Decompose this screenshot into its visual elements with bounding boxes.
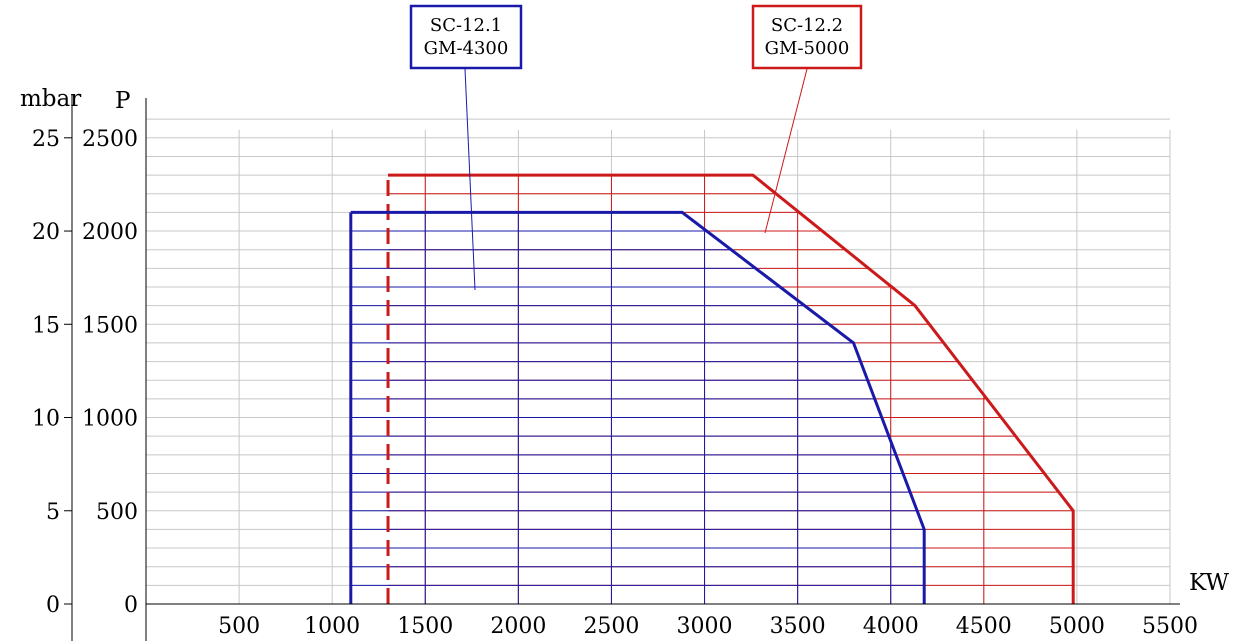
y-tick-label-p: 2500 [82, 127, 138, 152]
legend-label-line: GM-5000 [765, 38, 850, 59]
y-tick-label-mbar: 10 [32, 407, 60, 432]
x-tick-label: 2500 [583, 614, 639, 639]
series-outlines [349, 173, 1075, 604]
y-unit-p-label: P [115, 88, 130, 114]
y-tick-label-mbar: 0 [46, 593, 60, 618]
x-tick-label: 3000 [677, 614, 733, 639]
y-tick-label-p: 500 [96, 500, 138, 525]
axes [64, 95, 1180, 641]
y-tick-label-mbar: 15 [32, 313, 60, 338]
y-tick-label-p: 2000 [82, 220, 138, 245]
legend-leader-line [764, 68, 808, 234]
y-tick-label-p: 1000 [82, 407, 138, 432]
series-outline [350, 210, 926, 604]
legend-leader-line [464, 68, 476, 291]
legend-label-line: SC-12.1 [430, 15, 502, 36]
x-tick-label: 5000 [1049, 614, 1105, 639]
hatch-lines [350, 175, 1074, 604]
series-outline [388, 173, 1075, 604]
x-tick-label: 5500 [1142, 614, 1198, 639]
x-tick-label: 500 [218, 614, 260, 639]
x-tick-label: 2000 [490, 614, 546, 639]
y-tick-label-mbar: 25 [32, 127, 60, 152]
x-tick-label: 3500 [770, 614, 826, 639]
legend: SC-12.2GM-5000 SC-12.1GM-4300 [409, 4, 863, 291]
y-tick-label-p: 0 [124, 593, 138, 618]
x-tick-label: 4000 [863, 614, 919, 639]
y-tick-label-mbar: 20 [32, 220, 60, 245]
legend-box [409, 4, 523, 70]
x-tick-label: 4500 [956, 614, 1012, 639]
y-tick-label-mbar: 5 [46, 500, 60, 525]
x-tick-label: 1500 [397, 614, 453, 639]
legend-box [751, 4, 863, 70]
y-unit-mbar-label: mbar [20, 86, 81, 112]
legend-label-line: SC-12.2 [771, 15, 843, 36]
x-tick-label: 1000 [304, 614, 360, 639]
legend-label-line: GM-4300 [424, 38, 509, 59]
y-tick-label-p: 1500 [82, 313, 138, 338]
x-unit-label: KW [1189, 570, 1229, 596]
